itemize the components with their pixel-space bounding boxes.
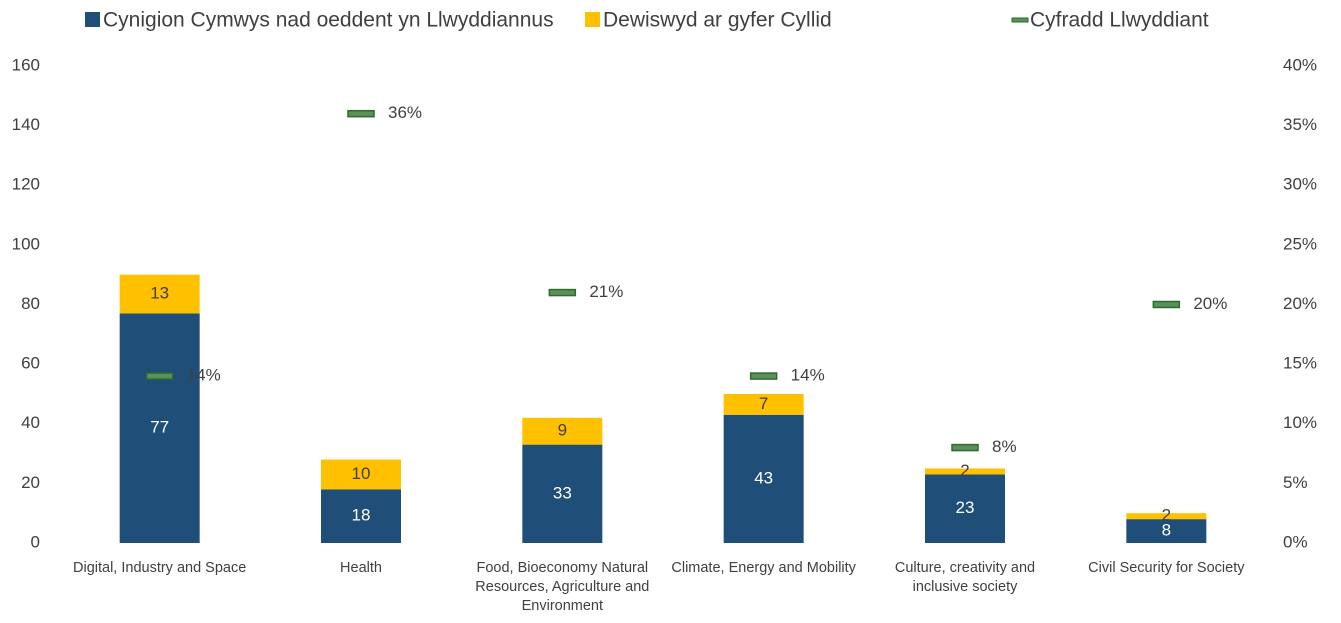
y-tick-label: 140 (12, 115, 40, 134)
bar-label: 33 (553, 483, 572, 502)
bar-segment (925, 474, 1005, 543)
rate-marker (749, 372, 778, 380)
y-tick-label: 60 (21, 354, 40, 373)
bar-segment (1126, 513, 1207, 520)
rate-label: 20% (1193, 294, 1227, 313)
bar-label: 18 (352, 506, 371, 525)
x-tick-label: Food, Bioeconomy Natural Resources, Agri… (475, 560, 650, 614)
y2-tick-label: 20% (1283, 294, 1317, 313)
y-tick-label: 120 (12, 175, 40, 194)
legend-label: Dewiswyd ar gyfer Cyllid (603, 9, 832, 32)
bar-label: 10 (352, 464, 371, 483)
rate-label: 14% (791, 366, 825, 385)
bar-segment (119, 313, 200, 543)
bar-label: 43 (754, 468, 773, 487)
rate-marker (951, 443, 979, 452)
y2-tick-label: 40% (1283, 55, 1317, 74)
x-tick-label: Digital, Industry and Space (73, 560, 247, 576)
bar-segment (522, 417, 603, 445)
y2-tick-label: 35% (1283, 115, 1317, 134)
rate-label: 36% (388, 103, 422, 122)
legend-swatch (85, 12, 100, 27)
y-tick-label: 20 (21, 473, 40, 492)
bar-label: 13 (150, 284, 169, 303)
bar-label: 2 (1162, 506, 1171, 525)
legend-swatch (1011, 17, 1029, 23)
legend-swatch (585, 12, 600, 27)
y-tick-label: 100 (12, 234, 40, 253)
x-tick-label: Civil Security for Society (1088, 560, 1245, 576)
bar-segment (522, 444, 603, 543)
y2-tick-label: 25% (1283, 234, 1317, 253)
x-tick-label: Climate, Energy and Mobility (671, 560, 856, 576)
y-tick-label: 160 (12, 55, 40, 74)
bar-segment (723, 393, 804, 415)
y2-tick-label: 30% (1283, 175, 1317, 194)
bar-label: 2 (960, 461, 969, 480)
bar-segment (1126, 519, 1207, 543)
rate-marker (548, 288, 577, 297)
bar-label: 9 (558, 421, 567, 440)
y2-tick-label: 5% (1283, 473, 1308, 492)
rate-label: 21% (589, 282, 623, 301)
y2-tick-label: 15% (1283, 354, 1317, 373)
x-tick-label: Culture, creativity and inclusive societ… (894, 560, 1036, 595)
rate-marker (1152, 300, 1181, 309)
rate-marker (145, 372, 174, 380)
rate-label: 8% (992, 437, 1017, 456)
bar-label: 23 (956, 498, 975, 517)
legend-label: Cynigion Cymwys nad oeddent yn Llwyddian… (103, 9, 554, 32)
bar-label: 8 (1162, 521, 1171, 540)
bar-segment (723, 414, 804, 543)
bar-segment (119, 274, 200, 314)
bar-segment (321, 459, 401, 490)
rate-label: 14% (187, 366, 221, 385)
y-tick-label: 40 (21, 413, 40, 432)
bar-label: 77 (150, 418, 169, 437)
y-tick-label: 80 (21, 294, 40, 313)
y-tick-label: 0 (31, 532, 40, 551)
y2-tick-label: 10% (1283, 413, 1317, 432)
bar-segment (321, 489, 401, 543)
bar-segment (925, 468, 1005, 475)
legend-label: Cyfradd Llwyddiant (1030, 9, 1209, 32)
x-tick-label: Health (340, 560, 382, 576)
rate-marker (347, 109, 375, 118)
y2-tick-label: 0% (1283, 532, 1308, 551)
bar-label: 7 (759, 394, 768, 413)
